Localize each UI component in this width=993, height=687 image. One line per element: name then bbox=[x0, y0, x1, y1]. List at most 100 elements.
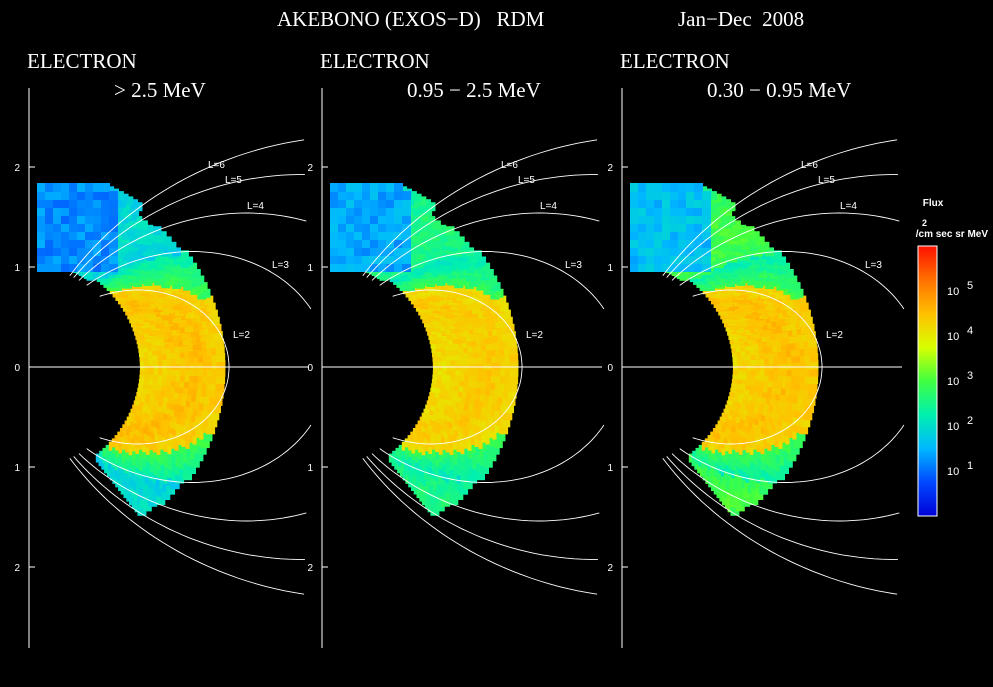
flux-cell bbox=[509, 375, 519, 384]
flux-cell bbox=[402, 255, 411, 264]
flux-cell bbox=[797, 295, 807, 305]
flux-cell bbox=[490, 445, 500, 455]
axis-tick-label: 1 bbox=[607, 263, 613, 274]
field-line-L5 bbox=[666, 174, 898, 278]
flux-cell bbox=[362, 255, 371, 264]
flux-cell bbox=[69, 239, 78, 248]
flux-cell bbox=[694, 255, 703, 264]
flux-cell bbox=[215, 345, 225, 355]
flux-cell bbox=[402, 239, 411, 248]
axis-tick-label: 1 bbox=[14, 263, 20, 274]
flux-cell bbox=[686, 247, 695, 256]
flux-cell bbox=[670, 223, 679, 232]
flux-cell bbox=[216, 367, 226, 377]
flux-cell bbox=[499, 302, 509, 312]
flux-cell bbox=[109, 207, 118, 216]
flux-cell bbox=[799, 302, 809, 312]
flux-cell bbox=[793, 439, 803, 449]
flux-cell bbox=[386, 263, 395, 272]
flux-cell bbox=[694, 215, 703, 224]
flux-cell bbox=[53, 183, 62, 192]
flux-cell bbox=[630, 199, 639, 208]
colorbar-tick-exp-4: 1 bbox=[967, 460, 973, 472]
flux-cell bbox=[77, 223, 86, 232]
flux-cell bbox=[216, 360, 226, 370]
flux-cell bbox=[338, 215, 347, 224]
flux-cell bbox=[69, 207, 78, 216]
flux-cell bbox=[712, 193, 722, 203]
flux-cell bbox=[777, 256, 787, 266]
flux-cell bbox=[678, 231, 687, 240]
flux-cell bbox=[678, 255, 687, 264]
flux-cell bbox=[662, 255, 671, 264]
flux-cell bbox=[85, 199, 94, 208]
flux-cell bbox=[686, 191, 695, 200]
flux-cell bbox=[362, 239, 371, 248]
flux-cell bbox=[670, 183, 679, 192]
flux-cell bbox=[394, 207, 403, 216]
flux-cell bbox=[354, 223, 363, 232]
flux-cell bbox=[195, 275, 205, 285]
flux-cell bbox=[101, 223, 110, 232]
flux-cell bbox=[129, 199, 138, 209]
flux-cell bbox=[77, 231, 86, 240]
flux-cell bbox=[37, 231, 46, 240]
flux-cell bbox=[630, 247, 639, 256]
flux-cell bbox=[493, 439, 503, 449]
flux-cell bbox=[101, 199, 110, 208]
flux-cell bbox=[85, 223, 94, 232]
panel-title: ELECTRON bbox=[620, 49, 730, 73]
flux-cell bbox=[53, 223, 62, 232]
flux-cell bbox=[808, 345, 818, 355]
colorbar: Flux 2 /cm sec sr MeV 10 5 10 4 10 3 10 2 10 1 bbox=[916, 198, 988, 517]
shell-label: L=6 bbox=[501, 160, 518, 171]
field-lines bbox=[69, 139, 312, 595]
flux-cell bbox=[480, 465, 489, 474]
flux-cell bbox=[330, 183, 339, 192]
flux-cell bbox=[630, 215, 639, 224]
flux-cell bbox=[386, 183, 395, 192]
field-line-L6 bbox=[662, 139, 898, 276]
flux-cell bbox=[378, 191, 387, 200]
flux-cell bbox=[370, 247, 379, 256]
flux-cell bbox=[378, 255, 387, 264]
flux-cell bbox=[124, 196, 134, 206]
flux-cell bbox=[702, 191, 711, 200]
axis-tick-label: 2 bbox=[307, 163, 313, 174]
flux-cell bbox=[426, 216, 436, 226]
flux-cell bbox=[487, 452, 497, 462]
flux-cell bbox=[646, 255, 655, 264]
panel-subtitle: 0.30 − 0.95 MeV bbox=[707, 78, 851, 102]
flux-cell bbox=[362, 263, 371, 272]
field-line-L3 bbox=[86, 251, 312, 310]
flux-cell bbox=[200, 439, 210, 449]
shell-label: L=2 bbox=[233, 330, 250, 341]
flux-cell bbox=[662, 223, 671, 232]
flux-cell bbox=[208, 309, 218, 319]
shell-label: L=2 bbox=[826, 330, 843, 341]
flux-cell bbox=[354, 263, 363, 272]
flux-cell bbox=[735, 502, 745, 512]
flux-cell bbox=[678, 223, 687, 232]
flux-cell bbox=[37, 215, 46, 224]
flux-cell bbox=[662, 207, 671, 216]
flux-cell bbox=[187, 465, 196, 474]
field-line-L4 bbox=[78, 212, 307, 281]
flux-cell bbox=[809, 360, 819, 370]
field-line-L5 bbox=[666, 456, 898, 560]
flux-cell bbox=[53, 231, 62, 240]
flux-cell bbox=[133, 216, 143, 226]
flux-cell bbox=[394, 191, 403, 200]
shell-label: L=4 bbox=[247, 201, 264, 212]
flux-cell bbox=[654, 183, 663, 192]
flux-cell bbox=[654, 191, 663, 200]
flux-cell bbox=[37, 223, 46, 232]
flux-cell bbox=[188, 262, 198, 272]
field-line-L4 bbox=[371, 212, 600, 281]
flux-cell bbox=[378, 207, 387, 216]
panel-subtitle: 0.95 − 2.5 MeV bbox=[407, 78, 541, 102]
flux-cell bbox=[119, 193, 129, 203]
flux-cell bbox=[109, 231, 118, 240]
flux-cell bbox=[807, 389, 817, 399]
flux-cell bbox=[670, 199, 679, 208]
